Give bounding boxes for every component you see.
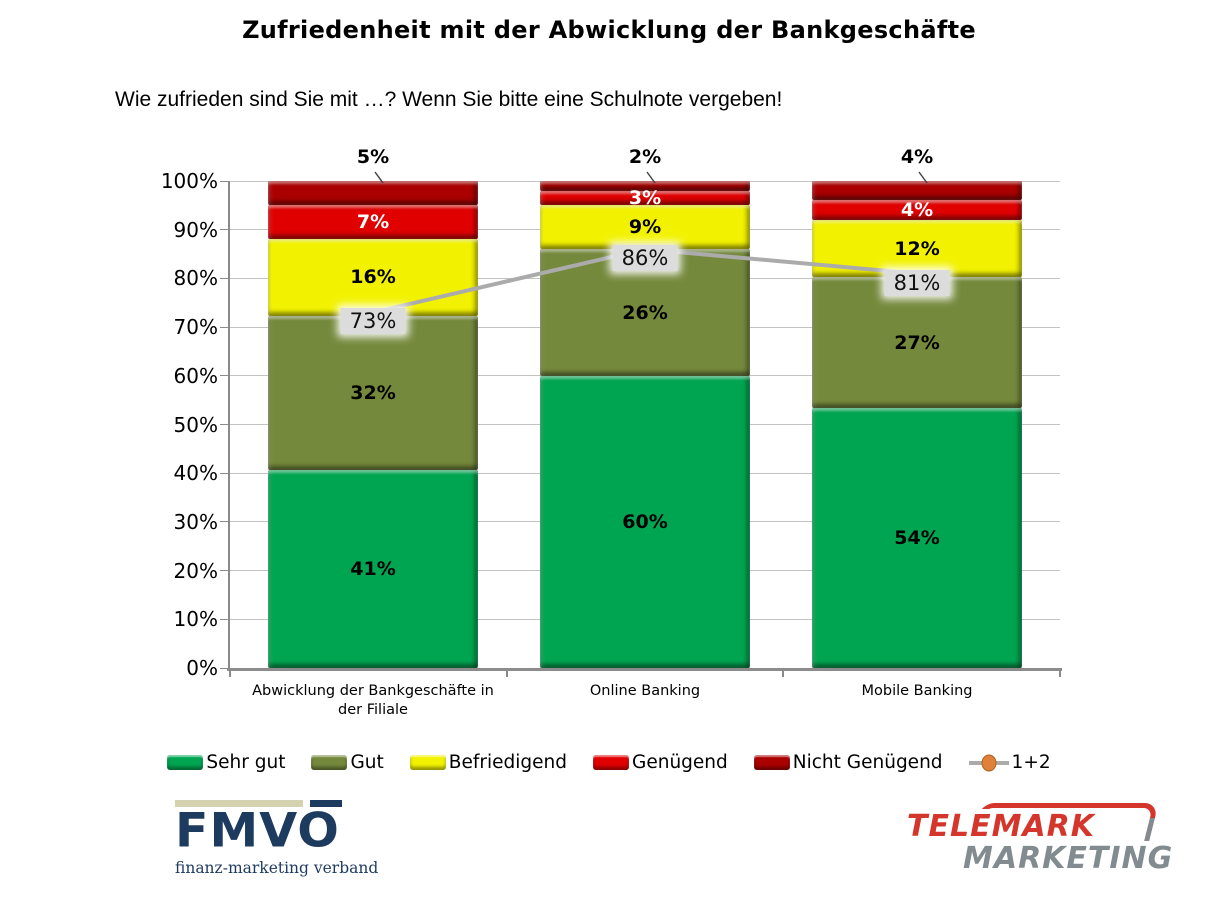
- fmvo-wordmark: FMVO: [175, 803, 340, 858]
- segment-value-label: 3%: [628, 187, 662, 210]
- bar-segment-gen-gend: 7%: [268, 205, 478, 239]
- bar-segment-nicht-gen-gend: [540, 181, 750, 191]
- legend-item-befriedigend: Befriedigend: [409, 752, 567, 773]
- chart-region: 41% 32% 16% 7% 60% 26% 9% 3% 54% 27% 12% 4% 0% 10% 20…: [140, 140, 1140, 740]
- y-axis-label: 60%: [173, 363, 218, 388]
- segment-value-label: 12%: [894, 237, 940, 260]
- telemark-wordmark-line1: TELEMARK: [903, 809, 1099, 844]
- category-tick: [229, 671, 231, 677]
- y-axis-tick: [220, 375, 229, 377]
- legend-swatch-nicht-gen-gend: [753, 755, 790, 770]
- segment-value-label: 16%: [350, 266, 396, 289]
- segment-value-label: 7%: [356, 211, 390, 233]
- fmvo-beige-bar: [175, 800, 303, 807]
- bar-segment-gen-gend: 3%: [540, 187, 750, 209]
- y-axis-tick: [220, 618, 229, 620]
- y-axis-label: 70%: [173, 315, 218, 340]
- telemark-logo: TELEMARK MARKETING: [903, 797, 1183, 887]
- y-axis-tick: [220, 424, 229, 425]
- orange-dot-marker: [981, 754, 997, 771]
- y-axis-label: 50%: [173, 412, 218, 437]
- y-axis-tick: [220, 326, 229, 328]
- legend-swatch-gut: [311, 755, 348, 770]
- segment-value-label: 26%: [622, 301, 668, 324]
- y-axis-tick: [220, 180, 229, 182]
- y-axis-tick: [220, 667, 229, 669]
- segment-value-label: 9%: [628, 216, 662, 239]
- bar-segment-sehr-gut: 54%: [812, 407, 1022, 668]
- segment-value-label: 27%: [894, 331, 940, 354]
- fmvo-navy-bar: [310, 800, 342, 807]
- x-axis-category-label: Online Banking: [589, 683, 701, 699]
- survey-question: Wie zufrieden sind Sie mit …? Wenn Sie b…: [115, 88, 783, 111]
- category-tick: [782, 671, 785, 677]
- legend-label: 1+2: [1011, 752, 1051, 773]
- bar-segment-nicht-gen-gend: [812, 181, 1022, 201]
- above-bar-value-label: 2%: [628, 146, 662, 168]
- y-axis-tick: [220, 521, 229, 523]
- line-value-label: 81%: [884, 269, 950, 296]
- legend-label: Gut: [350, 752, 384, 773]
- bar-segment-nicht-gen-gend: [268, 181, 478, 206]
- bar-segment-sehr-gut: 41%: [268, 470, 478, 668]
- segment-value-label: 60%: [622, 510, 668, 533]
- line-value-label: 73%: [340, 308, 406, 335]
- legend: Sehr gut Gut Befriedigend Genügend Nicht Gen…: [0, 752, 1218, 773]
- legend-swatch-sehr-gut: [167, 755, 204, 770]
- y-axis-tick: [220, 472, 229, 474]
- y-axis-tick: [220, 277, 229, 279]
- above-bar-value-label: 4%: [900, 146, 934, 168]
- legend-label: Sehr gut: [206, 752, 286, 773]
- y-axis-label: 0%: [186, 656, 218, 680]
- segment-value-label: 41%: [350, 558, 396, 581]
- y-axis-line: [228, 181, 230, 668]
- y-axis-label: 40%: [173, 461, 218, 486]
- y-axis-label: 10%: [173, 607, 218, 632]
- bar-segment-befriedigend: 9%: [540, 205, 750, 250]
- page-title: Zufriedenheit mit der Abwicklung der Ban…: [242, 16, 976, 44]
- legend-swatch-gen-gend: [593, 755, 629, 770]
- legend-item-sehr-gut: Sehr gut: [167, 752, 285, 773]
- legend-label: Genügend: [632, 752, 728, 773]
- legend-item-1-2: 1+2: [968, 752, 1051, 773]
- legend-label: Befriedigend: [448, 752, 567, 773]
- x-axis-category-label: Mobile Banking: [861, 683, 973, 699]
- line-value-label: 86%: [612, 245, 678, 272]
- chart-gridline: [230, 180, 1060, 182]
- above-bar-value-label: 5%: [356, 146, 390, 168]
- fmvo-logo-bars: [175, 800, 365, 807]
- legend-swatch-befriedigend: [409, 755, 446, 770]
- bar-segment-gen-gend: 4%: [812, 198, 1022, 221]
- bar-segment-gut: 27%: [812, 277, 1022, 408]
- legend-line-marker: [968, 754, 1009, 771]
- category-tick: [505, 671, 508, 677]
- y-axis-label: 100%: [160, 169, 218, 193]
- legend-item-gen-gend: Genügend: [593, 752, 728, 773]
- bar-segment-sehr-gut: 60%: [540, 375, 750, 668]
- segment-value-label: 4%: [900, 198, 934, 221]
- stacked-bar: 54% 27% 12% 4%: [812, 181, 1022, 668]
- y-axis-tick: [220, 229, 229, 231]
- stacked-bar: 41% 32% 16% 7%: [268, 181, 478, 668]
- telemark-wordmark-line2: MARKETING: [959, 841, 1178, 876]
- y-axis-tick: [220, 570, 229, 572]
- y-axis-label: 30%: [173, 509, 218, 534]
- x-axis-line: [227, 668, 1062, 671]
- category-tick: [1059, 671, 1061, 677]
- y-axis-label: 80%: [173, 266, 218, 291]
- y-axis-label: 90%: [173, 217, 218, 242]
- fmvo-logo: FMVO finanz-marketing verband: [175, 800, 379, 877]
- fmvo-tagline: finanz-marketing verband: [175, 858, 379, 877]
- x-axis-category-label: Abwicklung der Bankgeschäfte in der Fili…: [252, 683, 494, 718]
- legend-item-nicht-gen-gend: Nicht Genügend: [753, 752, 943, 773]
- legend-item-gut: Gut: [311, 752, 384, 773]
- y-axis-label: 20%: [173, 558, 218, 583]
- segment-value-label: 32%: [350, 382, 396, 405]
- bar-segment-gut: 32%: [268, 316, 478, 471]
- segment-value-label: 54%: [894, 526, 940, 549]
- bar-segment-befriedigend: 16%: [268, 238, 478, 317]
- legend-label: Nicht Genügend: [792, 752, 943, 773]
